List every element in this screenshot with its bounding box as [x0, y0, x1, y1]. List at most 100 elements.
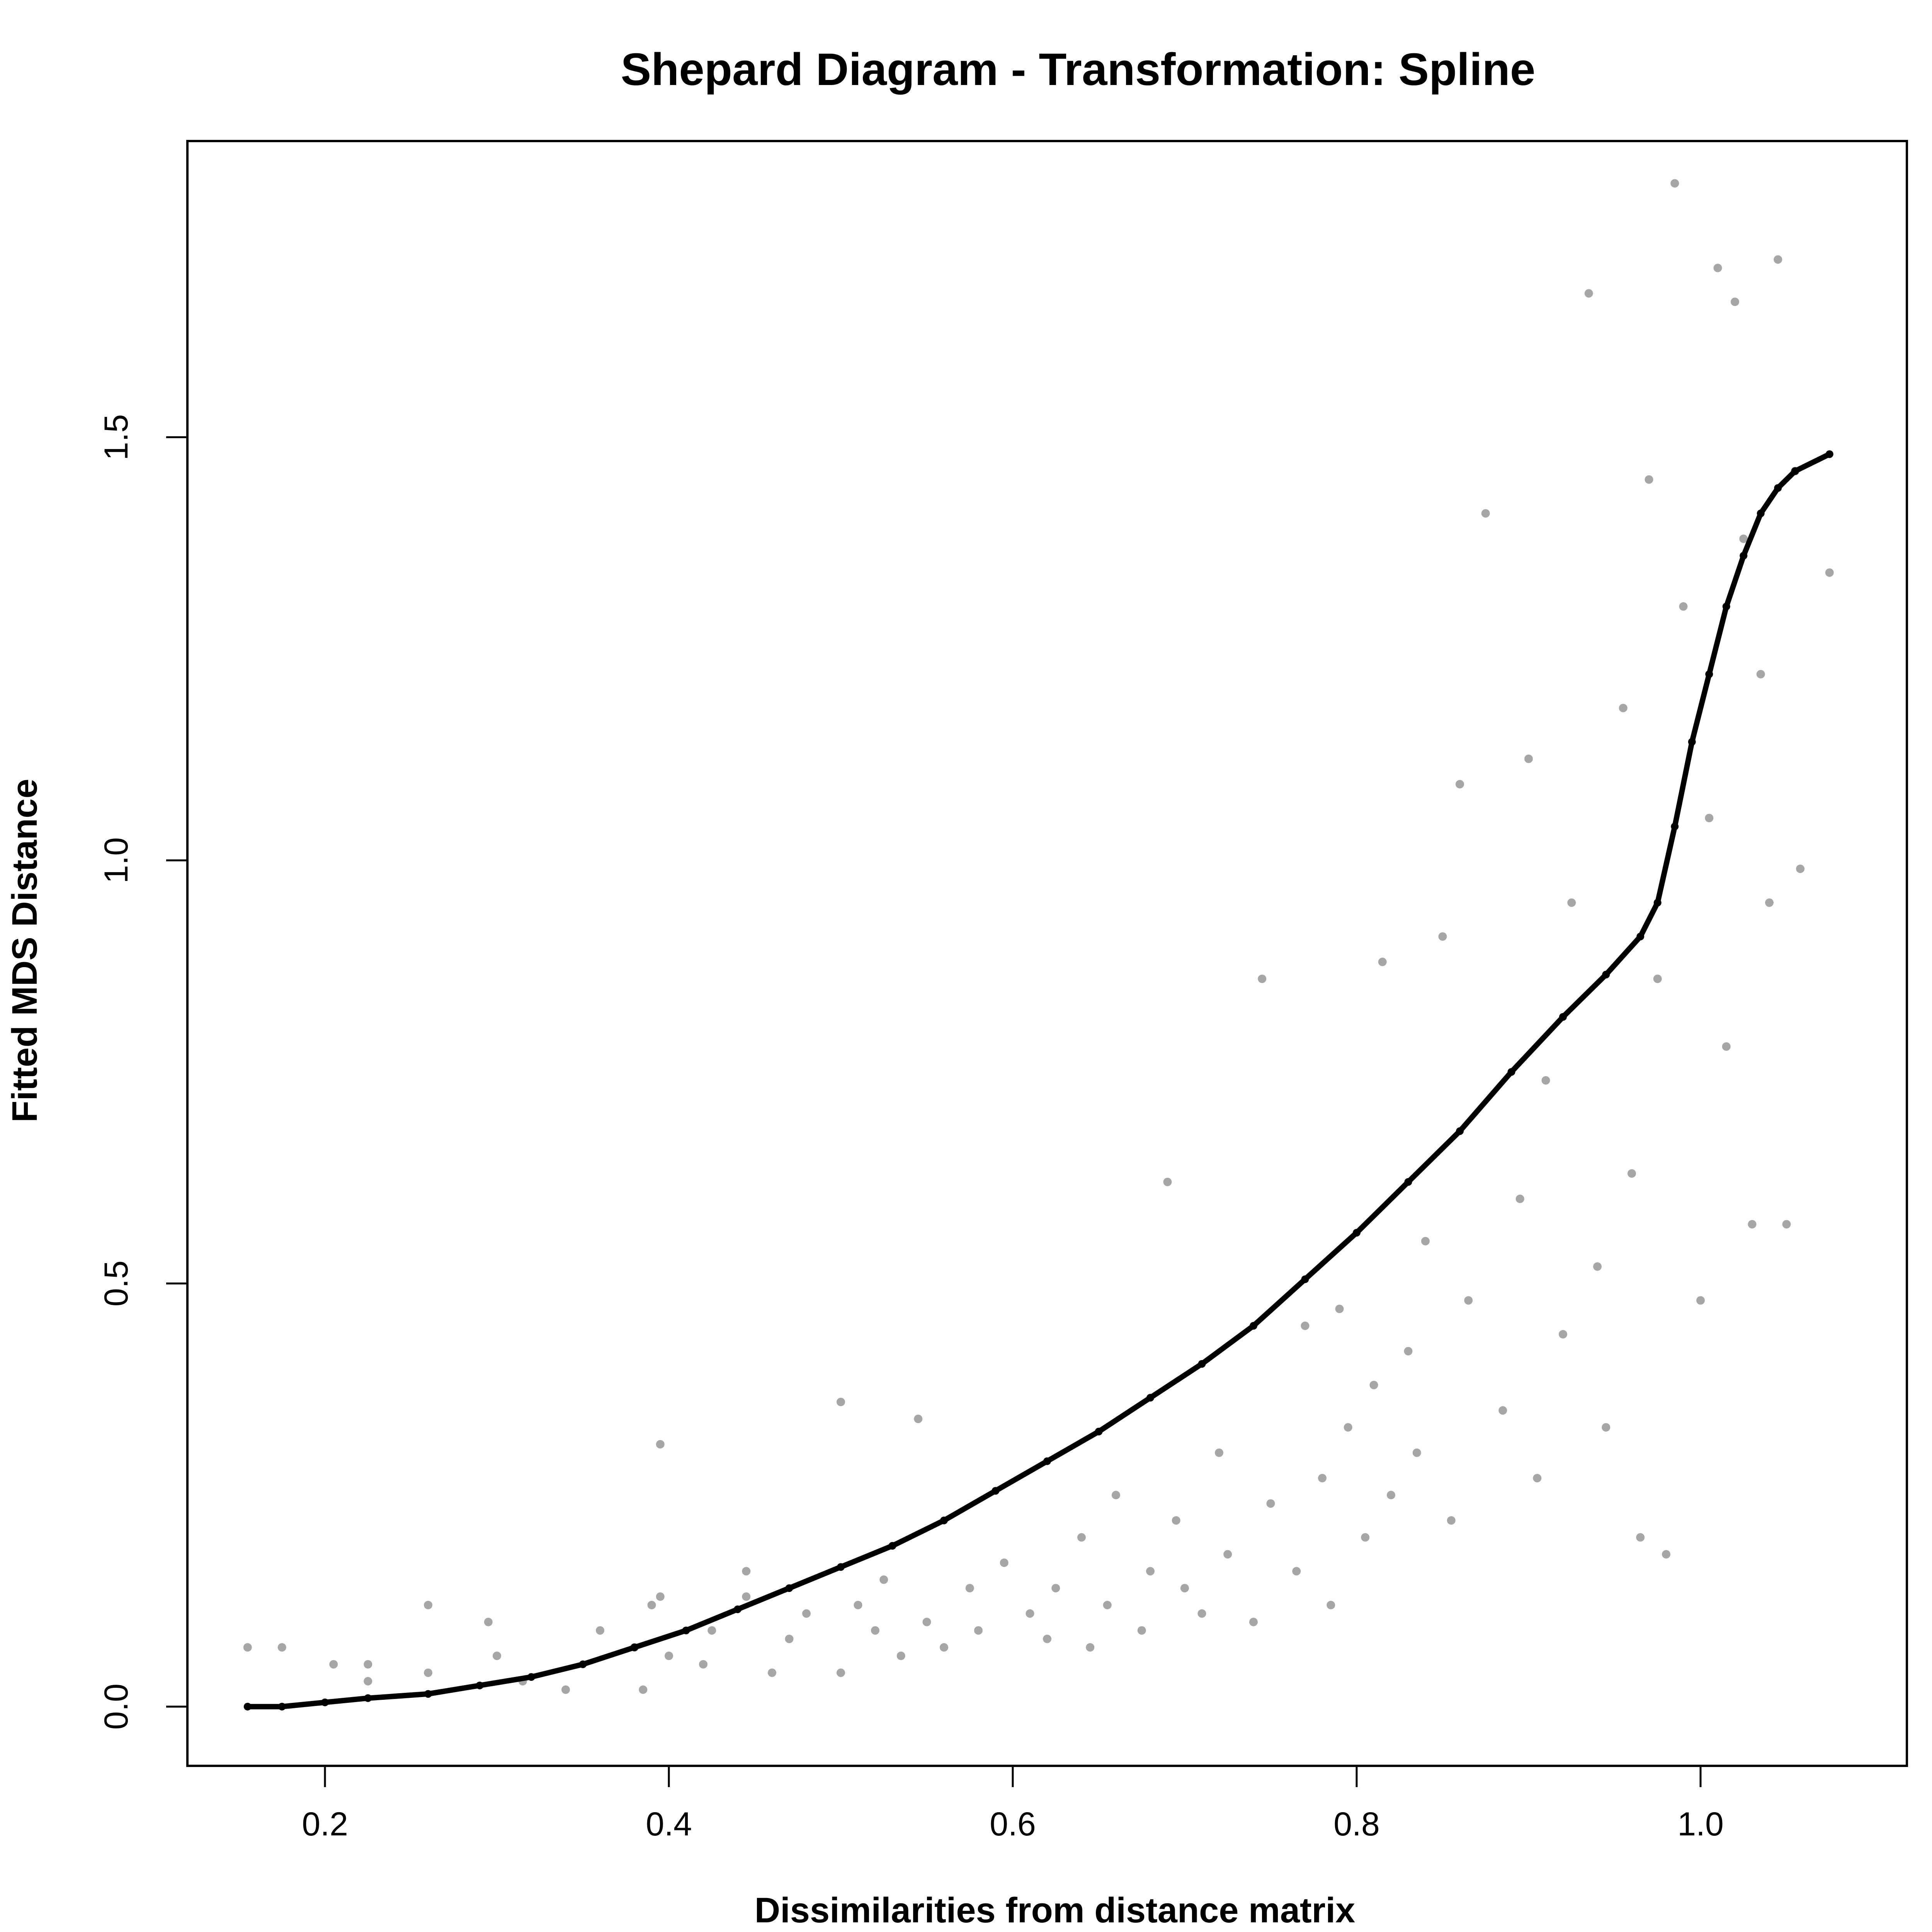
- observed-point: [1559, 1330, 1567, 1339]
- observed-point: [1266, 1499, 1275, 1508]
- observed-point: [424, 1668, 432, 1677]
- y-axis: 0.0 0.5 1.0 1.5: [98, 414, 189, 1730]
- observed-point: [493, 1651, 501, 1660]
- observed-point: [1215, 1448, 1223, 1457]
- observed-point: [596, 1626, 604, 1635]
- fitted-point: [424, 1690, 432, 1698]
- observed-point: [707, 1626, 716, 1635]
- observed-point: [1051, 1584, 1060, 1593]
- observed-point: [1112, 1491, 1120, 1500]
- observed-point: [656, 1440, 665, 1449]
- observed-point: [1447, 1516, 1456, 1525]
- observed-point: [1404, 1347, 1413, 1355]
- fitted-point: [1705, 670, 1713, 678]
- observed-point: [1086, 1643, 1095, 1652]
- observed-point: [742, 1592, 751, 1601]
- observed-point: [1593, 1262, 1602, 1271]
- y-tick-label: 0.5: [98, 1260, 135, 1307]
- observed-point: [243, 1643, 252, 1652]
- fitted-point: [278, 1702, 286, 1711]
- fitted-point: [837, 1563, 845, 1571]
- observed-point: [656, 1592, 665, 1601]
- chart-title: Shepard Diagram - Transformation: Spline: [621, 44, 1536, 95]
- observed-point: [1249, 1617, 1258, 1626]
- observed-point: [1077, 1533, 1086, 1542]
- observed-point: [561, 1685, 570, 1694]
- observed-point: [1739, 534, 1748, 543]
- y-tick-label: 0.0: [98, 1684, 135, 1730]
- observed-point: [1146, 1567, 1155, 1576]
- observed-point: [1043, 1634, 1051, 1643]
- observed-point: [922, 1617, 931, 1626]
- fitted-point: [940, 1516, 948, 1524]
- observed-point: [1628, 1169, 1636, 1178]
- observed-point: [837, 1398, 845, 1406]
- observed-point: [1645, 475, 1653, 484]
- observed-point: [699, 1660, 707, 1669]
- fitted-point: [1456, 1127, 1464, 1135]
- fitted-point: [1757, 509, 1765, 517]
- x-tick-label: 0.2: [302, 1806, 348, 1843]
- y-axis-label: Fitted MDS Distance: [5, 779, 44, 1122]
- fitted-point: [888, 1542, 896, 1550]
- observed-point: [1180, 1584, 1189, 1593]
- observed-point: [1602, 1423, 1611, 1432]
- fitted-point: [579, 1660, 587, 1668]
- observed-point: [1103, 1600, 1112, 1609]
- observed-point: [1318, 1474, 1327, 1483]
- x-axis-label: Dissimilarities from distance matrix: [755, 1891, 1355, 1930]
- observed-point: [1378, 957, 1387, 966]
- observed-point: [1387, 1491, 1395, 1500]
- observed-point: [1412, 1448, 1421, 1457]
- observed-point: [1756, 670, 1765, 679]
- observed-point: [1722, 1042, 1731, 1051]
- observed-point: [1421, 1237, 1430, 1246]
- x-tick-label: 0.6: [990, 1806, 1036, 1843]
- observed-point: [896, 1651, 905, 1660]
- fitted-point: [1602, 971, 1610, 979]
- observed-point: [1369, 1381, 1378, 1389]
- fitted-point: [1404, 1178, 1412, 1186]
- fitted-point: [1774, 484, 1782, 492]
- observed-point: [364, 1677, 372, 1685]
- fitted-point: [1250, 1322, 1257, 1330]
- fitted-point: [1198, 1360, 1206, 1368]
- observed-point: [1327, 1600, 1335, 1609]
- observed-point: [424, 1600, 432, 1609]
- scatter-points-layer: [243, 179, 1834, 1694]
- observed-point: [277, 1643, 286, 1652]
- observed-point: [1456, 780, 1464, 789]
- fitted-point: [1688, 738, 1696, 746]
- observed-point: [871, 1626, 879, 1635]
- observed-point: [837, 1668, 845, 1677]
- fitted-point: [1353, 1229, 1361, 1237]
- observed-point: [1825, 568, 1834, 577]
- fitted-point: [527, 1673, 535, 1681]
- observed-point: [1301, 1321, 1310, 1330]
- observed-point: [1172, 1516, 1180, 1525]
- observed-point: [1782, 1220, 1791, 1229]
- observed-point: [1653, 975, 1662, 983]
- x-tick-label: 1.0: [1677, 1806, 1724, 1843]
- fitted-point: [682, 1626, 690, 1634]
- observed-point: [879, 1575, 888, 1584]
- fitted-point: [734, 1605, 742, 1613]
- observed-point: [785, 1634, 794, 1643]
- fitted-point: [1825, 450, 1833, 458]
- x-tick-label: 0.8: [1333, 1806, 1380, 1843]
- fitted-point: [243, 1702, 252, 1711]
- observed-point: [1223, 1550, 1232, 1559]
- observed-point: [742, 1567, 751, 1576]
- observed-point: [1137, 1626, 1146, 1635]
- fitted-point: [321, 1698, 329, 1706]
- observed-point: [974, 1626, 983, 1635]
- fitted-point: [364, 1694, 372, 1702]
- observed-point: [1361, 1533, 1370, 1542]
- x-tick-label: 0.4: [646, 1806, 692, 1843]
- fitted-point: [631, 1643, 638, 1651]
- observed-point: [647, 1600, 656, 1609]
- observed-point: [1344, 1423, 1352, 1432]
- fitted-point: [1301, 1275, 1309, 1283]
- observed-point: [768, 1668, 776, 1677]
